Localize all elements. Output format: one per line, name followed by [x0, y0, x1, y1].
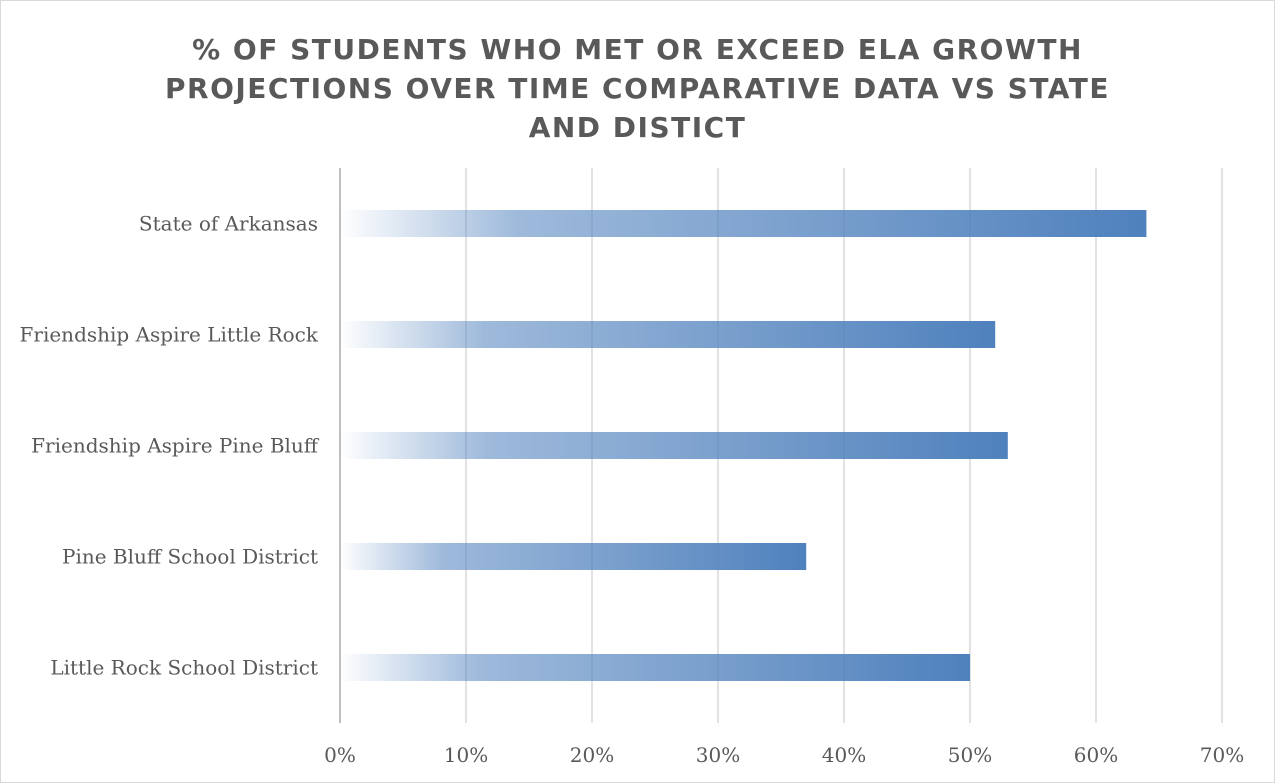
bar [340, 321, 996, 348]
x-tick-label: 60% [1074, 743, 1118, 767]
x-tick-label: 10% [444, 743, 488, 767]
x-tick-label: 20% [570, 743, 614, 767]
chart-title: % of Students Who Met or Exceed ELA Grow… [165, 33, 1110, 144]
bars-group [340, 210, 1147, 681]
x-tick-label: 70% [1200, 743, 1244, 767]
x-tick-label: 50% [948, 743, 992, 767]
x-tick-label: 40% [822, 743, 866, 767]
category-label: Friendship Aspire Pine Bluff [31, 434, 320, 458]
category-label: Pine Bluff School District [62, 545, 318, 569]
bar [340, 654, 970, 681]
category-labels: State of Arkansas Friendship Aspire Littl… [20, 212, 320, 680]
bar [340, 432, 1008, 459]
x-tick-label: 0% [324, 743, 356, 767]
bar [340, 210, 1147, 237]
category-label: Friendship Aspire Little Rock [20, 323, 319, 347]
category-label: Little Rock School District [50, 656, 318, 680]
x-axis-tick-labels: 0% 10% 20% 30% 40% 50% 60% 70% [324, 743, 1244, 767]
category-label: State of Arkansas [139, 212, 318, 236]
x-tick-label: 30% [696, 743, 740, 767]
bar [340, 543, 807, 570]
